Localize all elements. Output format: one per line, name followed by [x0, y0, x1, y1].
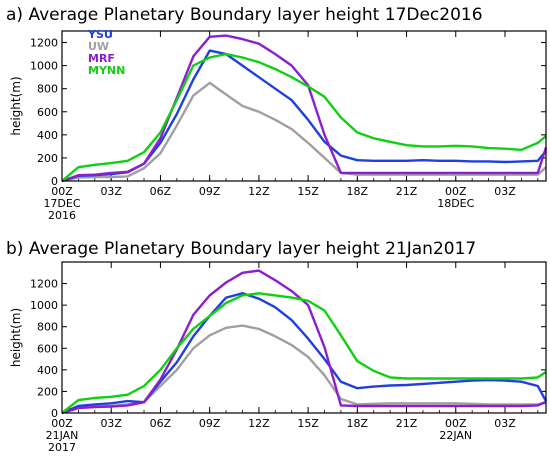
x-tick-label: 15Z	[297, 185, 319, 198]
y-tick-label: 0	[51, 175, 58, 188]
x-tick-label: 00Z	[445, 417, 467, 430]
x-tick-label: 18Z	[347, 417, 369, 430]
x-tick-label: 21Z	[396, 417, 418, 430]
series-line-mrf	[61, 34, 548, 183]
legend-entry-ysu: YSU	[87, 28, 113, 41]
y-tick-label: 0	[51, 407, 58, 420]
x-tick-label: 00Z	[51, 417, 73, 430]
x-tick-label: 03Z	[100, 185, 122, 198]
y-tick-label: 600	[37, 342, 58, 355]
x-tick-label: 09Z	[199, 417, 221, 430]
y-axis-label-b: height(m)	[9, 308, 23, 367]
chart-panel-a: a) Average Planetary Boundary layer heig…	[6, 5, 548, 222]
y-tick-label: 200	[37, 385, 58, 398]
x-tick-label: 06Z	[150, 417, 172, 430]
x-tick-label: 21Z	[396, 185, 418, 198]
chart-panel-b: b) Average Planetary Boundary layer heig…	[6, 239, 548, 454]
x-tick-label: 09Z	[199, 185, 221, 198]
x-tick-label: 21JAN	[46, 429, 79, 442]
x-tick-label: 03Z	[494, 185, 516, 198]
series-line-ysu	[61, 49, 547, 183]
plot-frame	[61, 30, 547, 182]
y-tick-label: 600	[37, 106, 58, 119]
legend-entry-uw: UW	[88, 40, 109, 53]
y-axis-label-a: height(m)	[9, 76, 23, 135]
y-tick-label: 400	[37, 129, 58, 142]
legend-entry-mrf: MRF	[88, 52, 115, 65]
series-line-mynn	[61, 52, 547, 182]
x-tick-label: 00Z	[51, 185, 73, 198]
x-tick-label: 12Z	[248, 417, 270, 430]
x-tick-label: 03Z	[100, 417, 122, 430]
legend-entry-mynn: MYNN	[88, 64, 125, 77]
y-tick-label: 800	[37, 83, 58, 96]
y-tick-label: 1000	[30, 60, 58, 73]
series-line-uw	[61, 324, 547, 415]
series-line-uw	[61, 81, 547, 183]
x-tick-label: 18DEC	[437, 197, 474, 210]
x-tick-label: 2017	[48, 441, 76, 454]
y-tick-label: 1000	[30, 299, 58, 312]
y-tick-label: 1200	[30, 278, 58, 291]
x-tick-label: 22JAN	[439, 429, 472, 442]
series-line-mynn	[61, 292, 547, 414]
y-tick-label: 800	[37, 321, 58, 334]
x-tick-label: 03Z	[494, 417, 516, 430]
x-tick-label: 18Z	[347, 185, 369, 198]
y-tick-label: 1200	[30, 37, 58, 50]
series-line-mrf	[61, 269, 547, 415]
x-tick-label: 00Z	[445, 185, 467, 198]
x-tick-label: 06Z	[150, 185, 172, 198]
x-tick-label: 12Z	[248, 185, 270, 198]
x-tick-label: 2016	[48, 209, 76, 222]
x-tick-label: 17DEC	[43, 197, 80, 210]
y-tick-label: 200	[37, 152, 58, 165]
y-tick-label: 400	[37, 364, 58, 377]
plot-frame	[61, 261, 547, 414]
x-tick-label: 15Z	[297, 417, 319, 430]
chart-title-a: a) Average Planetary Boundary layer heig…	[6, 5, 483, 25]
chart-title-b: b) Average Planetary Boundary layer heig…	[6, 239, 476, 259]
